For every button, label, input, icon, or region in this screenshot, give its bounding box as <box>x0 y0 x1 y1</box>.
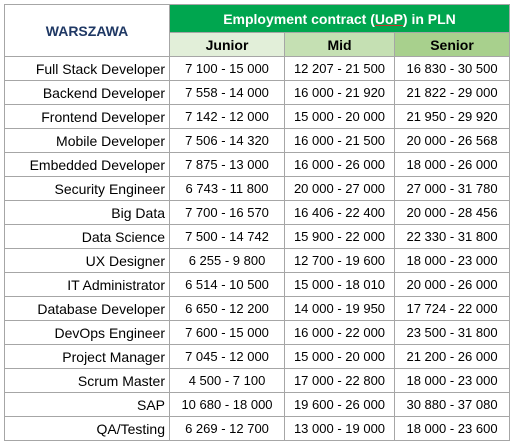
role-cell: Scrum Master <box>4 368 170 393</box>
role-cell: Big Data <box>4 200 170 225</box>
senior-salary-cell: 16 830 - 30 500 <box>393 56 511 81</box>
table-row: SAP 10 680 - 18 000 19 600 - 26 000 30 880 … <box>4 392 511 417</box>
senior-salary-cell: 21 822 - 29 000 <box>393 80 511 105</box>
senior-salary-cell: 21 950 - 29 920 <box>393 104 511 129</box>
mid-salary-cell: 16 000 - 21 500 <box>284 128 395 153</box>
senior-salary-cell: 22 330 - 31 800 <box>393 224 511 249</box>
mid-salary-cell: 12 207 - 21 500 <box>284 56 395 81</box>
senior-salary-cell: 18 000 - 26 000 <box>393 152 511 177</box>
junior-salary-cell: 7 875 - 13 000 <box>169 152 285 177</box>
contract-label-post: ) in PLN <box>402 10 456 27</box>
junior-salary-cell: 7 142 - 12 000 <box>169 104 285 129</box>
table-row: DevOps Engineer 7 600 - 15 000 16 000 - 22… <box>4 320 511 345</box>
role-cell: SAP <box>4 392 170 417</box>
contract-label-uop: UoP <box>374 10 403 27</box>
mid-salary-cell: 20 000 - 27 000 <box>284 176 395 201</box>
salary-rows: Full Stack Developer 7 100 - 15 000 12 207… <box>4 56 511 441</box>
level-heading-mid: Mid <box>284 32 395 57</box>
mid-salary-cell: 14 000 - 19 950 <box>284 296 395 321</box>
level-heading-senior: Senior <box>393 32 511 57</box>
role-cell: Security Engineer <box>4 176 170 201</box>
role-cell: QA/Testing <box>4 416 170 441</box>
junior-salary-cell: 7 045 - 12 000 <box>169 344 285 369</box>
table-row: Scrum Master 4 500 - 7 100 17 000 - 22 800… <box>4 368 511 393</box>
role-cell: UX Designer <box>4 248 170 273</box>
table-row: Database Developer 6 650 - 12 200 14 000 -… <box>4 296 511 321</box>
role-cell: Embedded Developer <box>4 152 170 177</box>
mid-salary-cell: 15 900 - 22 000 <box>284 224 395 249</box>
senior-salary-cell: 18 000 - 23 000 <box>393 248 511 273</box>
mid-salary-cell: 15 000 - 18 010 <box>284 272 395 297</box>
city-heading: WARSZAWA <box>4 4 170 57</box>
junior-salary-cell: 7 506 - 14 320 <box>169 128 285 153</box>
role-cell: IT Administrator <box>4 272 170 297</box>
junior-salary-cell: 10 680 - 18 000 <box>169 392 285 417</box>
junior-salary-cell: 6 514 - 10 500 <box>169 272 285 297</box>
junior-salary-cell: 6 255 - 9 800 <box>169 248 285 273</box>
table-row: Project Manager 7 045 - 12 000 15 000 - 20… <box>4 344 511 369</box>
junior-salary-cell: 7 100 - 15 000 <box>169 56 285 81</box>
table-row: Backend Developer 7 558 - 14 000 16 000 - … <box>4 80 511 105</box>
level-heading-junior: Junior <box>169 32 285 57</box>
senior-salary-cell: 20 000 - 26 568 <box>393 128 511 153</box>
mid-salary-cell: 16 000 - 22 000 <box>284 320 395 345</box>
role-cell: Full Stack Developer <box>4 56 170 81</box>
mid-salary-cell: 15 000 - 20 000 <box>284 104 395 129</box>
table-row: Embedded Developer 7 875 - 13 000 16 000 -… <box>4 152 511 177</box>
role-cell: Project Manager <box>4 344 170 369</box>
role-cell: Backend Developer <box>4 80 170 105</box>
mid-salary-cell: 16 406 - 22 400 <box>284 200 395 225</box>
role-cell: Frontend Developer <box>4 104 170 129</box>
senior-salary-cell: 21 200 - 26 000 <box>393 344 511 369</box>
table-row: Data Science 7 500 - 14 742 15 900 - 22 00… <box>4 224 511 249</box>
table-row: UX Designer 6 255 - 9 800 12 700 - 19 600 1… <box>4 248 511 273</box>
mid-salary-cell: 16 000 - 21 920 <box>284 80 395 105</box>
role-cell: DevOps Engineer <box>4 320 170 345</box>
junior-salary-cell: 7 500 - 14 742 <box>169 224 285 249</box>
contract-header-row: WARSZAWA Employment contract (UoP) in PL… <box>4 4 511 57</box>
salary-table: WARSZAWA Employment contract (UoP) in PL… <box>4 4 511 441</box>
table-row: QA/Testing 6 269 - 12 700 13 000 - 19 000 1… <box>4 416 511 441</box>
senior-salary-cell: 20 000 - 26 000 <box>393 272 511 297</box>
senior-salary-cell: 20 000 - 28 456 <box>393 200 511 225</box>
junior-salary-cell: 7 558 - 14 000 <box>169 80 285 105</box>
junior-salary-cell: 7 600 - 15 000 <box>169 320 285 345</box>
role-cell: Mobile Developer <box>4 128 170 153</box>
mid-salary-cell: 15 000 - 20 000 <box>284 344 395 369</box>
role-cell: Data Science <box>4 224 170 249</box>
mid-salary-cell: 17 000 - 22 800 <box>284 368 395 393</box>
junior-salary-cell: 6 269 - 12 700 <box>169 416 285 441</box>
mid-salary-cell: 13 000 - 19 000 <box>284 416 395 441</box>
junior-salary-cell: 4 500 - 7 100 <box>169 368 285 393</box>
senior-salary-cell: 23 500 - 31 800 <box>393 320 511 345</box>
level-header-row: Junior Mid Senior <box>5 32 511 57</box>
mid-salary-cell: 19 600 - 26 000 <box>284 392 395 417</box>
table-row: Mobile Developer 7 506 - 14 320 16 000 - 2… <box>4 128 511 153</box>
contract-label-pre: Employment contract ( <box>223 10 375 27</box>
salary-table-container: WARSZAWA Employment contract (UoP) in PL… <box>4 4 511 441</box>
junior-salary-cell: 7 700 - 16 570 <box>169 200 285 225</box>
mid-salary-cell: 12 700 - 19 600 <box>284 248 395 273</box>
mid-salary-cell: 16 000 - 26 000 <box>284 152 395 177</box>
senior-salary-cell: 18 000 - 23 000 <box>393 368 511 393</box>
junior-salary-cell: 6 650 - 12 200 <box>169 296 285 321</box>
contract-type-heading: Employment contract (UoP) in PLN <box>168 4 511 33</box>
senior-salary-cell: 30 880 - 37 080 <box>393 392 511 417</box>
senior-salary-cell: 17 724 - 22 000 <box>393 296 511 321</box>
table-row: IT Administrator 6 514 - 10 500 15 000 - 1… <box>4 272 511 297</box>
table-row: Big Data 7 700 - 16 570 16 406 - 22 400 20 … <box>4 200 511 225</box>
table-row: Security Engineer 6 743 - 11 800 20 000 - … <box>4 176 511 201</box>
table-row: Full Stack Developer 7 100 - 15 000 12 207… <box>4 56 511 81</box>
role-cell: Database Developer <box>4 296 170 321</box>
senior-salary-cell: 27 000 - 31 780 <box>393 176 511 201</box>
senior-salary-cell: 18 000 - 23 600 <box>393 416 511 441</box>
junior-salary-cell: 6 743 - 11 800 <box>169 176 285 201</box>
table-row: Frontend Developer 7 142 - 12 000 15 000 -… <box>4 104 511 129</box>
